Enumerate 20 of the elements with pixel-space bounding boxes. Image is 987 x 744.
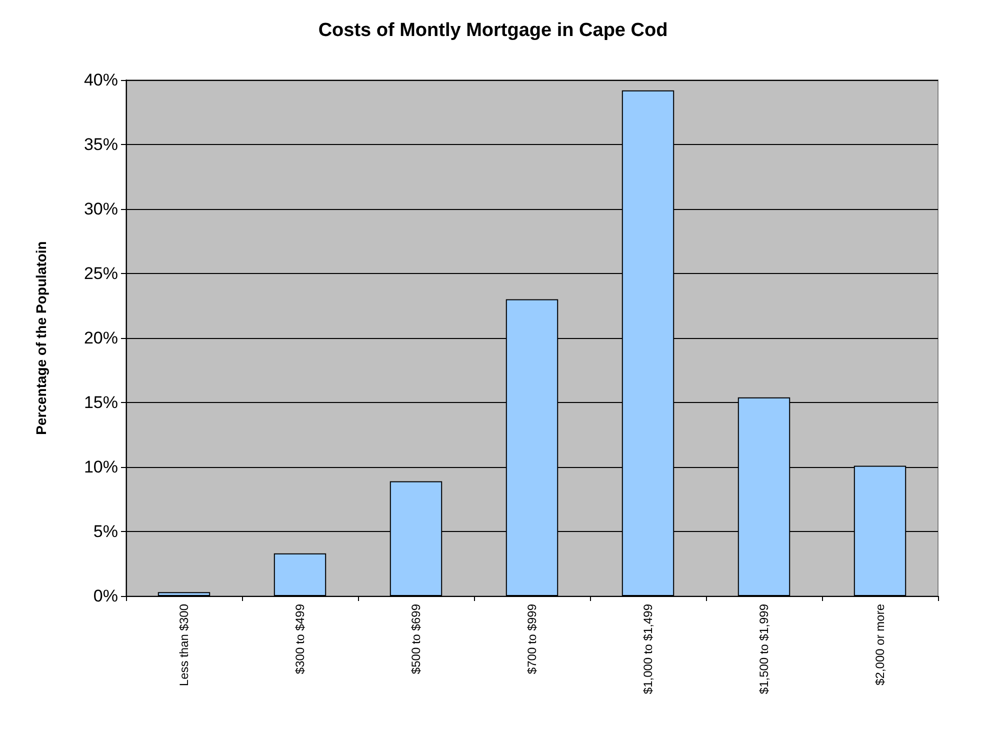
y-tick-label: 25% xyxy=(84,264,118,283)
bar xyxy=(158,592,210,596)
y-axis-title: Percentage of the Populatoin xyxy=(33,241,49,435)
y-tick-label: 35% xyxy=(84,135,118,154)
y-tick-label: 0% xyxy=(93,586,118,606)
x-tick-label: $500 to $699 xyxy=(409,604,423,674)
x-tick-label: $300 to $499 xyxy=(293,604,307,674)
y-tick-label: 10% xyxy=(84,458,118,476)
chart-title: Costs of Montly Mortgage in Cape Cod xyxy=(318,20,668,41)
bar xyxy=(274,553,326,596)
y-tick-label: 15% xyxy=(84,393,118,412)
y-tick-label: 40% xyxy=(84,70,118,90)
x-tick-label: Less than $300 xyxy=(177,604,191,686)
x-tick-label: $2,000 or more xyxy=(873,604,887,686)
x-tick-label: $1,000 to $1,499 xyxy=(641,604,655,694)
y-tick-label: 20% xyxy=(84,328,118,348)
y-tick-label: 5% xyxy=(93,522,118,541)
x-tick-label: $1,500 to $1,999 xyxy=(757,604,771,694)
x-tick-label: $700 to $999 xyxy=(525,604,539,674)
y-tick-label: 30% xyxy=(84,200,118,218)
